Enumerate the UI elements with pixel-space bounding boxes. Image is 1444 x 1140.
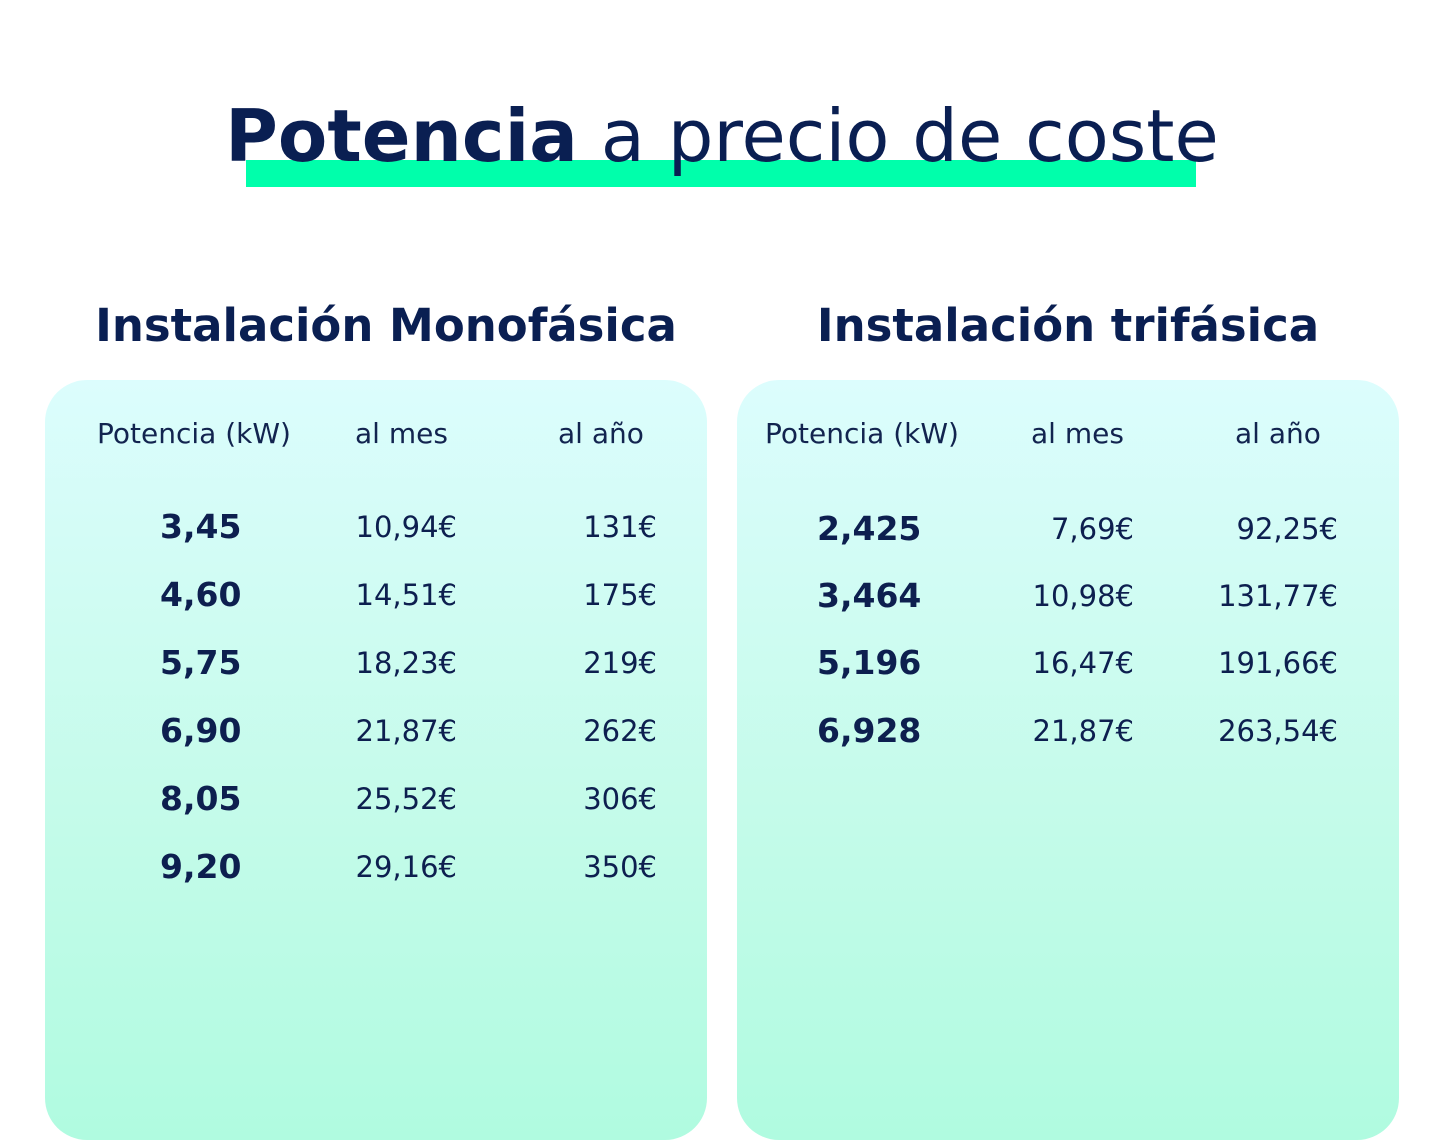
- tri-row-2-potencia: 3,464: [817, 576, 922, 615]
- mono-row-5-ano: 306€: [583, 782, 657, 816]
- tri-row-4-mes: 21,87€: [1032, 714, 1134, 748]
- heading-trifasica: Instalación trifásica: [816, 299, 1320, 352]
- mono-header-potencia: Potencia (kW): [97, 417, 291, 450]
- tri-row-2-ano: 131,77€: [1218, 579, 1338, 613]
- tri-row-3-potencia: 5,196: [817, 643, 922, 682]
- tri-row-4-ano: 263,54€: [1218, 714, 1338, 748]
- tri-header-mes: al mes: [1031, 417, 1124, 450]
- mono-row-6-ano: 350€: [583, 850, 657, 884]
- mono-row-1-mes: 10,94€: [355, 510, 457, 544]
- mono-row-2-ano: 175€: [583, 578, 657, 612]
- mono-row-6-potencia: 9,20: [160, 847, 242, 886]
- tri-row-1-mes: 7,69€: [1050, 512, 1134, 546]
- title-highlight-bar: [246, 160, 1196, 187]
- page-title: Potencia a precio de coste: [0, 86, 1444, 186]
- tri-header-ano: al año: [1235, 417, 1321, 450]
- heading-monofasica: Instalación Monofásica: [95, 299, 677, 352]
- mono-row-5-mes: 25,52€: [355, 782, 457, 816]
- mono-row-1-potencia: 3,45: [160, 507, 242, 546]
- mono-row-2-potencia: 4,60: [160, 575, 242, 614]
- mono-row-6-mes: 29,16€: [355, 850, 457, 884]
- mono-row-1-ano: 131€: [583, 510, 657, 544]
- panel-trifasica: [737, 380, 1399, 1140]
- panel-monofasica: [45, 380, 707, 1140]
- mono-header-ano: al año: [558, 417, 644, 450]
- title-rest: a precio de coste: [577, 94, 1219, 178]
- mono-row-4-mes: 21,87€: [355, 714, 457, 748]
- tri-row-4-potencia: 6,928: [817, 711, 922, 750]
- tri-row-3-ano: 191,66€: [1218, 646, 1338, 680]
- title-strong: Potencia: [225, 94, 578, 178]
- tri-row-1-potencia: 2,425: [817, 509, 922, 548]
- tri-row-3-mes: 16,47€: [1032, 646, 1134, 680]
- page-title-block: Potencia a precio de coste: [0, 86, 1444, 196]
- mono-header-mes: al mes: [355, 417, 448, 450]
- mono-row-4-ano: 262€: [583, 714, 657, 748]
- mono-row-3-potencia: 5,75: [160, 643, 242, 682]
- mono-row-5-potencia: 8,05: [160, 779, 242, 818]
- mono-row-3-ano: 219€: [583, 646, 657, 680]
- mono-row-4-potencia: 6,90: [160, 711, 242, 750]
- mono-row-2-mes: 14,51€: [355, 578, 457, 612]
- tri-row-1-ano: 92,25€: [1236, 512, 1338, 546]
- tri-header-potencia: Potencia (kW): [765, 417, 959, 450]
- mono-row-3-mes: 18,23€: [355, 646, 457, 680]
- tri-row-2-mes: 10,98€: [1032, 579, 1134, 613]
